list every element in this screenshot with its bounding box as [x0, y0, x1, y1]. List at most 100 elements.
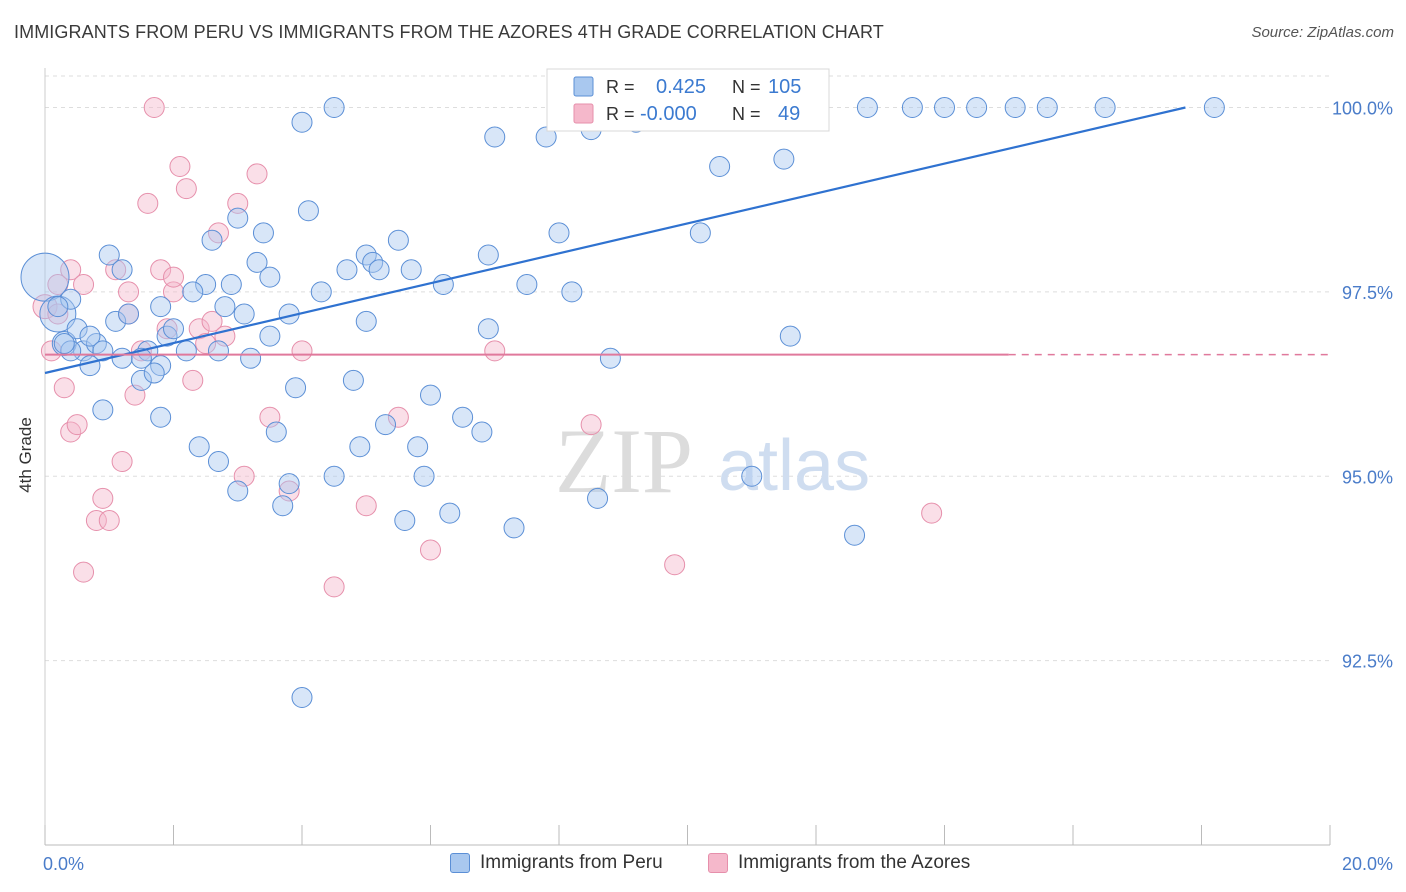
point-peru: [1094, 97, 1116, 118]
legend-label-azores: Immigrants from the Azores: [738, 852, 971, 873]
point-peru: [201, 229, 223, 251]
point-azores: [137, 192, 159, 214]
point-azores: [323, 576, 345, 598]
point-peru: [1036, 97, 1058, 118]
point-peru: [407, 436, 429, 458]
stats-r-label: R =: [606, 104, 635, 124]
point-peru: [207, 451, 229, 472]
point-peru: [387, 229, 409, 251]
source-credit: Source: ZipAtlas.com: [1251, 24, 1394, 41]
point-peru: [246, 251, 268, 273]
legend-swatch-peru: [450, 853, 470, 873]
point-peru: [227, 480, 249, 502]
point-peru: [413, 465, 435, 487]
point-peru: [420, 384, 441, 406]
point-azores: [118, 281, 140, 303]
point-peru: [439, 502, 461, 524]
legend-item-peru[interactable]: Immigrants from Peru: [450, 852, 663, 874]
series-azores-points: [32, 97, 943, 598]
point-azores: [47, 303, 69, 325]
point-peru: [278, 473, 300, 495]
point-peru: [779, 325, 801, 347]
point-peru: [394, 510, 416, 531]
point-azores: [53, 377, 75, 399]
point-peru: [53, 333, 75, 354]
point-peru: [66, 318, 88, 340]
stats-r-value: 0.425: [656, 76, 706, 98]
trend-line-peru: [44, 106, 1186, 375]
point-peru: [182, 281, 204, 303]
y-tick-label: 97.5%: [1342, 283, 1393, 303]
point-peru: [240, 347, 262, 369]
point-peru: [342, 369, 364, 391]
point-azores: [92, 487, 114, 509]
point-peru: [548, 222, 570, 244]
point-azores: [143, 97, 165, 118]
point-azores: [420, 539, 441, 561]
point-peru: [856, 97, 878, 118]
point-peru: [471, 421, 493, 443]
legend-swatch-azores: [708, 853, 728, 873]
point-peru: [432, 274, 454, 295]
x-tick-label: 20.0%: [1342, 854, 1393, 874]
watermark: ZIP atlas: [555, 410, 870, 512]
point-peru: [163, 318, 184, 340]
trend-lines: [44, 106, 1330, 375]
y-tick-label: 92.5%: [1342, 652, 1393, 672]
point-peru: [227, 207, 249, 229]
point-peru: [291, 111, 313, 133]
point-azores: [111, 451, 133, 472]
point-azores: [201, 310, 223, 332]
point-azores: [387, 406, 409, 428]
point-peru: [92, 340, 114, 362]
point-azores: [66, 414, 88, 436]
stats-n-value: 105: [768, 76, 801, 98]
x-tick-labels: 0.0% 20.0%: [43, 854, 1393, 874]
point-peru: [1203, 97, 1225, 118]
point-peru: [966, 97, 988, 118]
point-azores: [150, 259, 172, 281]
point-azores: [580, 414, 602, 436]
legend-item-azores[interactable]: Immigrants from the Azores: [708, 852, 970, 874]
point-peru: [175, 340, 197, 362]
point-azores: [227, 192, 249, 214]
stats-r-value: -0.000: [640, 103, 697, 125]
point-peru: [741, 465, 763, 487]
bottom-legend: Immigrants from Peru Immigrants from the…: [0, 852, 1406, 880]
point-peru: [259, 325, 281, 347]
stats-swatch-peru: [573, 76, 594, 97]
point-peru: [118, 303, 140, 325]
point-peru: [130, 369, 152, 391]
point-peru: [452, 406, 474, 428]
stats-n-value: 49: [778, 103, 800, 125]
point-peru: [336, 259, 358, 281]
y-tick-label: 95.0%: [1342, 467, 1393, 487]
point-peru: [323, 465, 345, 487]
point-peru: [400, 259, 422, 281]
stats-n-label: N =: [732, 104, 761, 124]
point-azores: [98, 510, 120, 531]
point-peru: [92, 399, 114, 421]
point-peru: [98, 244, 120, 266]
point-peru: [233, 303, 255, 325]
point-azores: [73, 274, 95, 295]
y-tick-label: 100.0%: [1332, 99, 1393, 119]
point-peru: [207, 340, 229, 362]
point-azores: [175, 178, 197, 200]
point-peru: [709, 156, 731, 177]
point-peru: [252, 222, 274, 244]
point-peru: [477, 318, 499, 340]
point-peru: [773, 148, 795, 170]
series-peru-points: [20, 97, 1225, 708]
point-peru: [285, 377, 307, 399]
point-azores: [182, 369, 204, 391]
stats-legend: R = 0.425 N = 105 R = -0.000 N = 49: [546, 68, 830, 132]
watermark-zip: ZIP: [555, 410, 693, 512]
point-peru: [503, 517, 525, 539]
point-peru: [150, 406, 172, 428]
point-azores: [921, 502, 943, 524]
chart-title: IMMIGRANTS FROM PERU VS IMMIGRANTS FROM …: [14, 22, 884, 42]
point-peru: [535, 126, 557, 148]
point-peru: [60, 288, 82, 310]
